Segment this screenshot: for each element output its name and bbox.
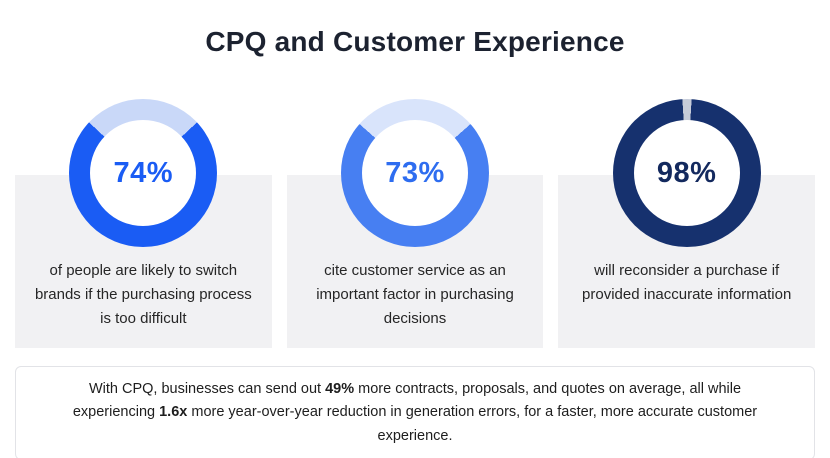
donut-chart: 98% xyxy=(612,99,761,247)
percent-label: 74% xyxy=(113,156,174,189)
donut-chart: 73% xyxy=(341,99,489,247)
note-text-2: more contracts, proposals, and quotes on… xyxy=(72,381,742,421)
stat-description: will reconsider a purchase if provided i… xyxy=(582,262,792,303)
stat-description: of people are likely to switch brands if… xyxy=(34,262,252,327)
donut-hole: 98% xyxy=(633,120,740,226)
percent-label: 73% xyxy=(385,156,445,189)
donut-chart: 74% xyxy=(69,99,218,247)
note-stat-reduction: 1.6x xyxy=(159,404,188,421)
stat-description: cite customer service as an important fa… xyxy=(316,262,514,327)
stat-card: 73% cite customer service as an importan… xyxy=(286,99,544,348)
note-stat-contracts: 49% xyxy=(325,381,355,397)
percent-label: 98% xyxy=(656,156,717,189)
donut-hole: 74% xyxy=(90,120,197,226)
cpq-summary-note: With CPQ, businesses can send out 49% mo… xyxy=(15,366,815,458)
note-text-1: With CPQ, businesses can send out xyxy=(88,381,326,397)
stat-card: 98% will reconsider a purchase if provid… xyxy=(558,99,816,348)
stat-card: 74% of people are likely to switch brand… xyxy=(15,99,272,348)
stat-cards: 74% of people are likely to switch brand… xyxy=(15,99,816,348)
note-text-3: more year-over-year reduction in generat… xyxy=(187,404,758,444)
donut-hole: 73% xyxy=(362,120,468,226)
page-title: CPQ and Customer Experience xyxy=(205,26,625,57)
